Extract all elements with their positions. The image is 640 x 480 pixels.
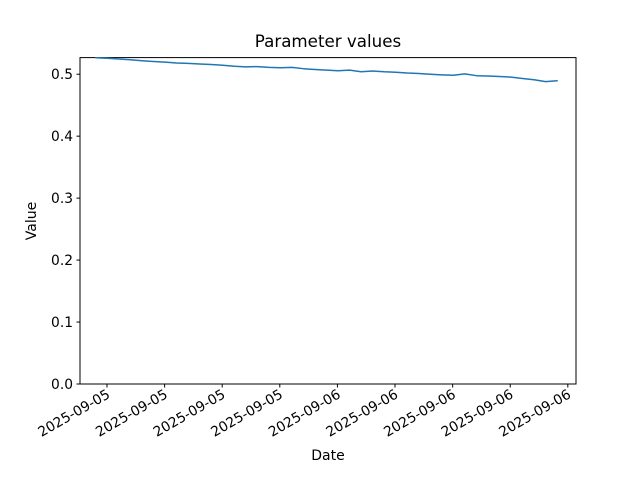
- y-tick-label: 0.5: [51, 67, 73, 83]
- series-line: [95, 56, 558, 83]
- y-tick-label: 0.3: [51, 191, 73, 207]
- y-axis-label: Value: [24, 202, 40, 240]
- y-tick-label: 0.2: [51, 253, 73, 269]
- y-tick-label: 0.4: [51, 129, 73, 145]
- plot-area: [79, 57, 577, 385]
- x-axis-ticks: 2025-09-052025-09-052025-09-052025-09-05…: [36, 384, 574, 441]
- y-tick-label: 0.0: [51, 377, 73, 393]
- y-axis-ticks: 0.0 0.1 0.2 0.3 0.4 0.5: [51, 67, 80, 393]
- chart-title: Parameter values: [255, 31, 401, 51]
- y-tick-label: 0.1: [51, 315, 73, 331]
- x-axis-label: Date: [311, 448, 344, 464]
